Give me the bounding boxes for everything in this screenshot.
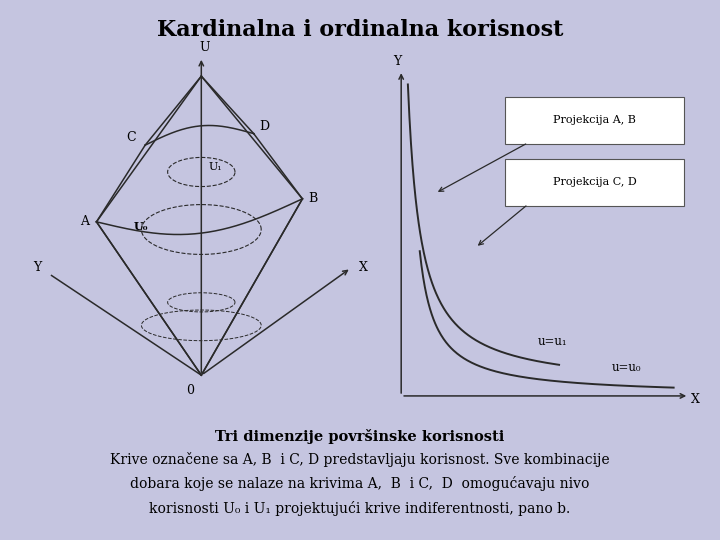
Text: Projekcija A, B: Projekcija A, B xyxy=(553,115,636,125)
Text: X: X xyxy=(690,393,700,406)
Text: Y: Y xyxy=(393,55,402,68)
Text: U: U xyxy=(200,41,210,54)
FancyBboxPatch shape xyxy=(505,97,685,145)
Text: Y: Y xyxy=(33,261,41,274)
Text: 0: 0 xyxy=(186,384,194,397)
Text: Kardinalna i ordinalna korisnost: Kardinalna i ordinalna korisnost xyxy=(157,19,563,41)
Text: B: B xyxy=(308,192,318,205)
Text: u=u₁: u=u₁ xyxy=(537,335,567,348)
Text: D: D xyxy=(259,120,269,133)
Text: u=u₀: u=u₀ xyxy=(612,361,642,374)
Text: U₁: U₁ xyxy=(209,162,222,172)
Text: C: C xyxy=(127,131,136,144)
Text: Tri dimenzije površinske korisnosti: Tri dimenzije površinske korisnosti xyxy=(215,429,505,444)
Text: U₀: U₀ xyxy=(134,220,148,232)
FancyBboxPatch shape xyxy=(505,159,685,206)
Text: Krive označene sa A, B  i C, D predstavljaju korisnost. Sve kombinacije: Krive označene sa A, B i C, D predstavlj… xyxy=(110,452,610,467)
Text: Projekcija C, D: Projekcija C, D xyxy=(553,177,636,187)
Text: korisnosti U₀ i U₁ projektujući krive indiferentnosti, pano b.: korisnosti U₀ i U₁ projektujući krive in… xyxy=(149,501,571,516)
Text: A: A xyxy=(80,215,89,228)
Text: dobara koje se nalaze na krivima A,  B  i C,  D  omogućavaju nivo: dobara koje se nalaze na krivima A, B i … xyxy=(130,476,590,491)
Text: X: X xyxy=(359,261,367,274)
